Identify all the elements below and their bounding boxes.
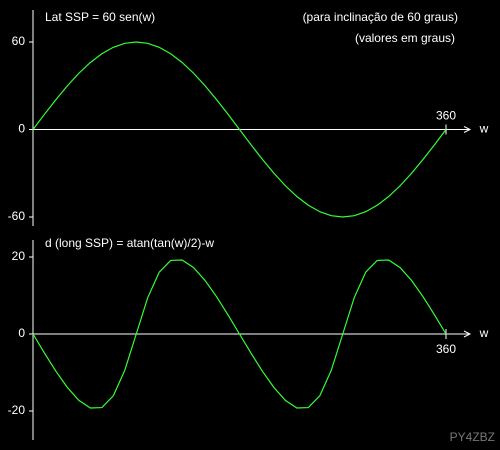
x-tick-label: 360 bbox=[436, 109, 456, 123]
annotation: (valores em graus) bbox=[355, 31, 455, 45]
y-tick-label: -20 bbox=[8, 403, 26, 417]
y-tick-label: 0 bbox=[18, 122, 25, 136]
annotation: (para inclinação de 60 graus) bbox=[303, 10, 458, 24]
curve bbox=[32, 41, 447, 218]
x-axis-label: w bbox=[479, 326, 489, 340]
x-tick-label: 360 bbox=[436, 342, 456, 356]
x-axis-arrow bbox=[463, 126, 472, 133]
x-axis-label: w bbox=[479, 122, 489, 136]
watermark: PY4ZBZ bbox=[450, 430, 495, 444]
curve bbox=[32, 259, 447, 409]
chart-title: d (long SSP) = atan(tan(w)/2)-w bbox=[45, 236, 214, 250]
y-tick-label: 0 bbox=[18, 326, 25, 340]
y-tick-label: 20 bbox=[12, 249, 26, 263]
y-tick-label: -60 bbox=[8, 209, 26, 223]
y-tick-label: 60 bbox=[12, 34, 26, 48]
chart-title: Lat SSP = 60 sen(w) bbox=[45, 10, 155, 24]
x-axis-arrow bbox=[463, 330, 472, 338]
